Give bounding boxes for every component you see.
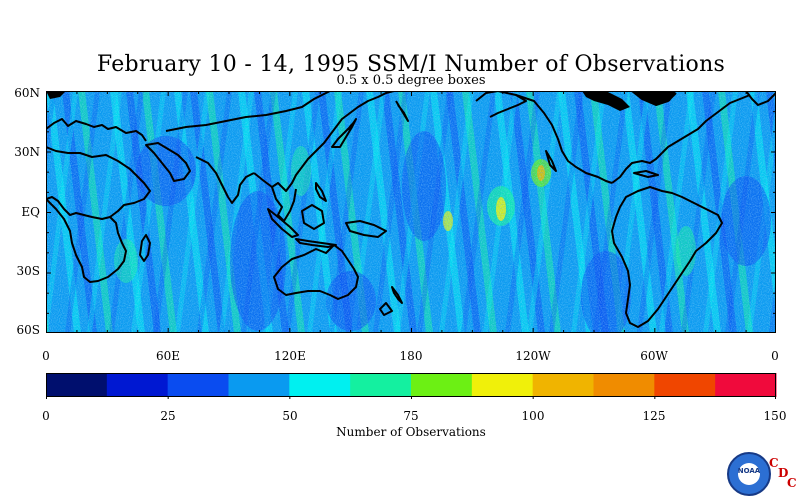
coast-sumatra [267,208,299,238]
coast-greenland [745,91,776,106]
coast-cuba [633,170,659,178]
colorbar-tick-0: 0 [42,409,50,423]
coast-kamchatka [395,100,409,122]
map-title: February 10 - 14, 1995 SSM/I Number of O… [96,52,726,77]
cdc-logo-letter-c1[interactable]: C [769,456,779,470]
lon-label-120e: 120E [274,349,306,363]
lat-label-eq: EQ [21,205,40,219]
colorbar-tick-25: 25 [160,409,176,423]
coast-australia [273,244,359,300]
colorbar-tick-75: 75 [403,409,419,423]
colorbar-title: Number of Observations [336,425,486,439]
cdc-logo-letter-c2[interactable]: C [787,476,797,490]
coast-north-america-west [515,94,613,184]
colorbar-cell [471,373,534,397]
noaa-logo[interactable]: NOAA [727,452,771,496]
coast-new-guinea [345,220,387,238]
coast-new-zealand [391,286,403,304]
coast-east-asia [253,91,395,192]
noaa-logo-inner [738,463,760,485]
lat-label-60n: 60N [14,86,40,100]
coast-indochina [271,186,297,222]
no-data-regions [46,91,676,131]
colorbar-cell [350,373,412,397]
colorbar-cell [106,373,169,397]
colorbar-tick-100: 100 [521,409,545,423]
lon-label-0-east: 0 [771,349,779,363]
colorbar-cell [593,373,655,397]
lon-label-60w: 60W [640,349,668,363]
coast-europe [46,118,147,142]
coast-south-america [611,186,723,328]
colorbar-tick-150: 150 [763,409,787,423]
colorbar-cell [289,373,351,397]
colorbar-cell [654,373,716,397]
coast-philippines [315,182,327,202]
coast-baja [545,150,557,172]
coast-gulf-mexico [611,152,663,184]
coast-madagascar [139,234,151,262]
colorbar-cell [532,373,594,397]
coast-north-africa [46,146,151,218]
observation-density-map [46,91,776,333]
lon-label-180: 180 [399,349,423,363]
coast-nz-south [379,302,393,316]
coast-japan [331,118,357,148]
colorbar-cell [715,373,777,397]
colorbar-tick-125: 125 [642,409,666,423]
colorbar-cell [228,373,290,397]
colorbar-tick-50: 50 [282,409,298,423]
coast-north-america-east [661,94,751,154]
lat-label-30s: 30S [16,264,41,278]
coast-arabia [145,142,191,182]
coast-asia [165,91,331,132]
lon-label-60e: 60E [155,349,181,363]
coastlines [46,91,776,328]
lon-label-120w: 120W [515,349,551,363]
coast-borneo [301,204,325,230]
colorbar [46,373,777,399]
coast-africa [46,196,127,283]
coast-alaska [475,91,527,118]
colorbar-cell [167,373,229,397]
lon-label-0: 0 [42,349,50,363]
map-subtitle: 0.5 x 0.5 degree boxes [336,73,486,88]
noaa-logo-text: NOAA [737,467,761,475]
coast-india [195,156,255,204]
colorbar-cell [411,373,473,397]
lat-label-60s: 60S [16,323,41,337]
lat-label-30n: 30N [14,145,40,159]
cdc-logo-letter-d[interactable]: D [778,466,789,480]
colorbar-cell [46,373,108,397]
